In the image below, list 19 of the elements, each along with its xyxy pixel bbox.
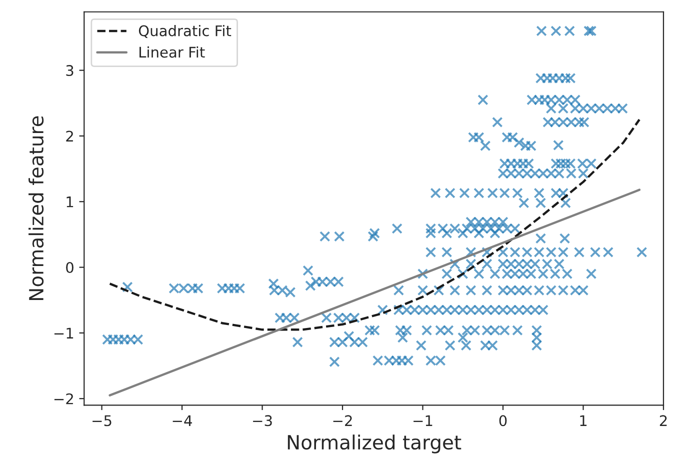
- x-axis-title: Normalized target: [288, 434, 462, 454]
- y-tick-label: −1: [54, 328, 74, 338]
- y-tick-label: 3: [66, 65, 74, 76]
- line-series: [108, 118, 641, 331]
- y-axis-title: Normalized feature: [28, 116, 44, 300]
- x-tick-label: −3: [253, 415, 272, 426]
- x-tick-label: 0: [499, 415, 507, 426]
- y-tick-label: 1: [66, 196, 74, 208]
- legend-label: Quadratic Fit: [138, 25, 232, 38]
- y-tick-label: 0: [66, 262, 74, 274]
- y-tick-label: −2: [54, 393, 73, 404]
- x-tick-label: 2: [660, 415, 667, 426]
- x-tick-label: −5: [92, 415, 112, 426]
- x-tick-label: −2: [333, 415, 352, 426]
- x-tick-label: −1: [414, 415, 432, 426]
- x-tick-label: −4: [172, 415, 192, 426]
- legend-label: Linear Fit: [140, 46, 205, 58]
- x-tick-label: 1: [580, 415, 587, 426]
- y-tick-label: 2: [66, 130, 73, 142]
